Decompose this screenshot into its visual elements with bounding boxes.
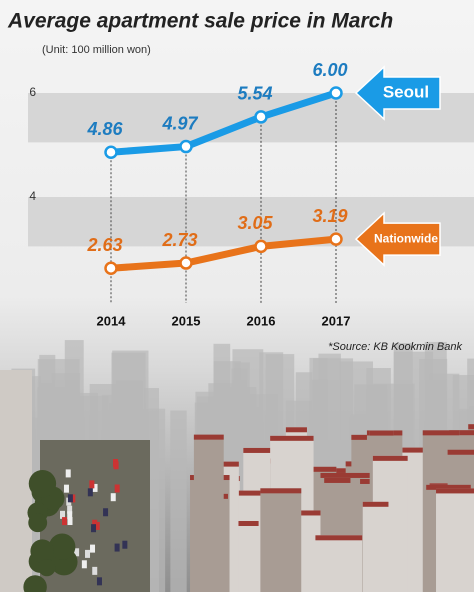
value-label: 3.05 [237,213,273,233]
building [362,501,389,592]
car [87,488,93,497]
value-label: 5.54 [237,84,272,104]
roof [307,466,337,472]
value-label: 4.97 [161,113,198,133]
plot: 4 6 2014 2015 2016 2017 4.86 4.97 5.54 6.00 Seoul 2… [28,60,474,328]
car [62,517,68,526]
car [90,544,96,553]
car [114,543,120,552]
x-tick-label: 2015 [172,313,201,328]
value-label: 2.63 [86,235,122,255]
roof [228,490,278,496]
x-tick-label: 2017 [322,313,351,328]
car [91,524,97,533]
car [92,566,98,575]
car [81,560,87,569]
chart-title: Average apartment sale price in March [7,10,393,33]
roof [260,488,302,494]
building [193,434,224,592]
roof [324,477,351,483]
car [122,540,128,549]
car [85,549,91,558]
point [329,86,343,100]
car [113,461,119,470]
car [110,493,116,502]
tree [28,469,57,498]
roof [362,501,389,507]
tree [28,513,48,533]
building [170,410,187,592]
building [0,370,32,592]
roof [369,430,394,436]
point [254,239,268,254]
tree [38,559,56,577]
building [315,535,363,592]
roof [285,427,307,433]
value-label: 3.19 [312,206,347,226]
point [329,232,343,246]
car [67,517,73,526]
subtitle: (Unit: 100 million won) [42,44,151,56]
roof [422,430,460,436]
car [103,508,109,517]
car [63,484,69,493]
series-line [110,89,338,156]
car [92,483,98,492]
building [238,520,259,592]
building [260,488,302,592]
tree [30,539,55,563]
value-label: 6.00 [312,60,347,80]
roof [243,447,290,453]
car [89,480,95,489]
roof [372,455,408,461]
legend-label: Nationwide [374,231,438,245]
point [179,139,193,154]
car [67,494,73,503]
point [104,145,118,160]
roof [315,535,363,541]
roof [238,520,259,526]
series-line [110,235,337,272]
point [254,110,268,124]
roof [426,484,471,490]
roof [270,435,314,441]
y-tick-label: 4 [29,189,36,203]
legend-badge [354,65,441,121]
point [104,261,118,275]
car [94,521,100,530]
car [96,577,102,586]
roof [449,430,474,436]
car [65,469,71,478]
roof [320,472,376,478]
roof [436,488,474,494]
legend-label: Seoul [383,82,429,101]
point [179,256,193,270]
source: *Source: KB Kookmin Bank [328,341,462,353]
roof [447,449,474,455]
roof [330,468,361,474]
value-label: 4.86 [86,119,123,139]
car [60,510,66,519]
y-tick-label: 6 [29,85,36,99]
car [114,484,120,493]
x-tick-label: 2014 [97,313,127,328]
building [436,488,474,592]
tree [23,575,47,592]
roof [402,447,443,453]
car [67,511,73,520]
roof [193,434,224,440]
car [92,519,98,528]
x-tick-label: 2016 [247,313,276,328]
tree [48,533,76,560]
car [74,548,80,557]
value-label: 2.73 [161,230,197,250]
legend-badge [354,211,441,267]
city-photo [0,340,474,592]
roof [468,424,474,430]
car [67,505,73,514]
